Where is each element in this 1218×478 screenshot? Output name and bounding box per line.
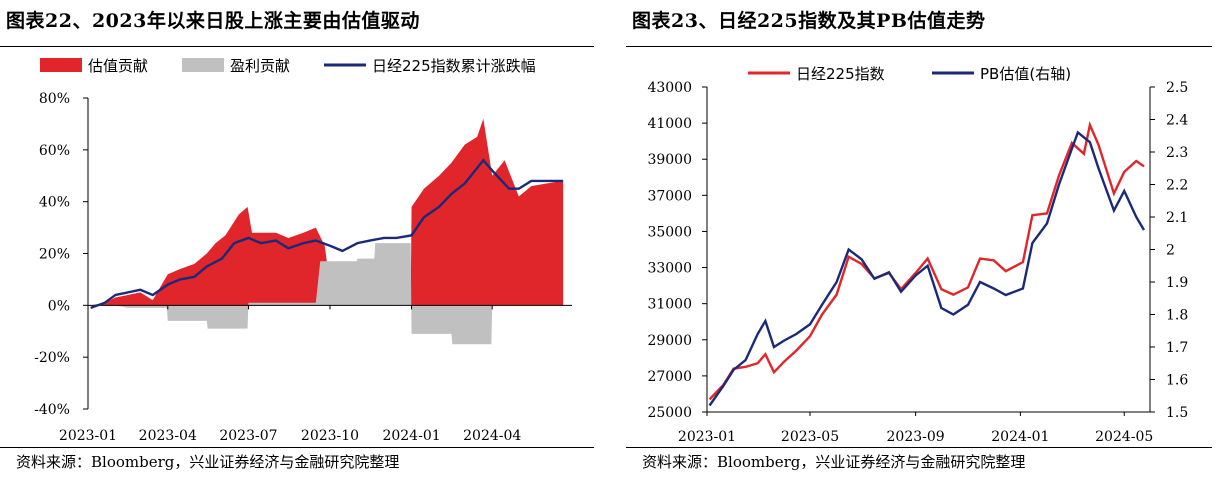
right-chart-title: 图表23、日经225指数及其PB估值走势: [632, 10, 986, 32]
right-chart-svg: 25000 27000 29000 31000 33000 35000 37000 39000…: [647, 65, 1188, 445]
x-tick-label: 2023-01: [678, 429, 736, 445]
y-left-tick-label: 27000: [647, 369, 692, 385]
y-tick-label: -40%: [34, 402, 70, 418]
x-tick-label: 2024-01: [991, 429, 1049, 445]
legend-label-nikkei225: 日经225指数: [796, 65, 885, 83]
y-right-tick-label: 2: [1166, 243, 1175, 259]
y-tick-label: 0%: [48, 298, 70, 314]
series-line-nikkei-cumulative: [90, 158, 564, 310]
legend-label-nikkei-cumulative: 日经225指数累计涨跌幅: [372, 57, 536, 75]
y-left-tick-label: 25000: [647, 405, 692, 421]
x-tick-label: 2023-04: [139, 428, 197, 444]
x-tick-label: 2024-04: [463, 428, 521, 444]
y-right-tick-label: 2.1: [1166, 210, 1188, 226]
right-chart-source: 资料来源：Bloomberg，兴业证券经济与金融研究院整理: [642, 453, 1026, 471]
x-tick-label: 2023-09: [887, 429, 945, 445]
x-tick-label: 2024-05: [1095, 429, 1153, 445]
y-left-tick-label: 37000: [647, 188, 692, 204]
y-right-tick-label: 1.8: [1166, 308, 1188, 324]
left-chart-panel: 图表22、2023年以来日股上涨主要由估值驱动 -40% -20% 0% 20% 40%…: [0, 0, 594, 478]
y-tick-label: 80%: [39, 91, 70, 107]
y-left-tick-label: 39000: [647, 152, 692, 168]
y-right-tick-label: 2.2: [1166, 178, 1188, 194]
left-title-rule: [0, 46, 594, 47]
y-right-tick-label: 1.5: [1166, 405, 1188, 421]
legend-label-earnings: 盈利贡献: [230, 57, 290, 75]
y-right-tick-label: 1.7: [1166, 340, 1188, 356]
x-tick-label: 2024-01: [382, 428, 440, 444]
y-left-tick-label: 33000: [647, 261, 692, 277]
left-chart-source: 资料来源：Bloomberg，兴业证券经济与金融研究院整理: [16, 453, 400, 471]
y-right-tick-label: 1.6: [1166, 373, 1188, 389]
legend-swatch-earnings: [182, 58, 224, 72]
y-right-tick-label: 2.3: [1166, 145, 1188, 161]
y-left-tick-label: 29000: [647, 333, 692, 349]
legend-swatch-valuation: [40, 58, 82, 72]
x-tick-label: 2023-05: [781, 429, 839, 445]
y-right-tick-label: 2.4: [1166, 113, 1188, 129]
y-left-tick-label: 43000: [647, 80, 692, 96]
x-tick-label: 2023-07: [219, 428, 277, 444]
y-left-tick-label: 31000: [647, 297, 692, 313]
series-line-nikkei225: [708, 120, 1145, 401]
legend-label-pb: PB估值(右轴): [980, 65, 1071, 83]
series-line-pb: [708, 130, 1146, 407]
y-left-tick-label: 35000: [647, 224, 692, 240]
x-tick-label: 2023-10: [301, 428, 359, 444]
left-chart-svg: -40% -20% 0% 20% 40% 60% 80% 2023-01 2023-04 2023…: [34, 57, 572, 444]
series-area-earnings: [90, 243, 564, 345]
left-source-rule: [0, 447, 594, 448]
y-tick-label: 60%: [39, 143, 70, 159]
right-title-rule: [626, 46, 1212, 47]
y-right-tick-label: 1.9: [1166, 275, 1188, 291]
y-tick-label: 20%: [39, 247, 70, 263]
right-source-rule: [626, 447, 1212, 448]
y-left-tick-label: 41000: [647, 116, 692, 132]
right-chart-panel: 图表23、日经225指数及其PB估值走势 25000 27000 29000 3100…: [626, 0, 1218, 478]
left-chart-title: 图表22、2023年以来日股上涨主要由估值驱动: [6, 10, 420, 32]
x-tick-label: 2023-01: [59, 428, 117, 444]
y-tick-label: 40%: [39, 195, 70, 211]
y-tick-label: -20%: [34, 350, 70, 366]
series-area-valuation: [90, 118, 564, 306]
legend-label-valuation: 估值贡献: [88, 57, 148, 75]
y-right-tick-label: 2.5: [1166, 80, 1188, 96]
